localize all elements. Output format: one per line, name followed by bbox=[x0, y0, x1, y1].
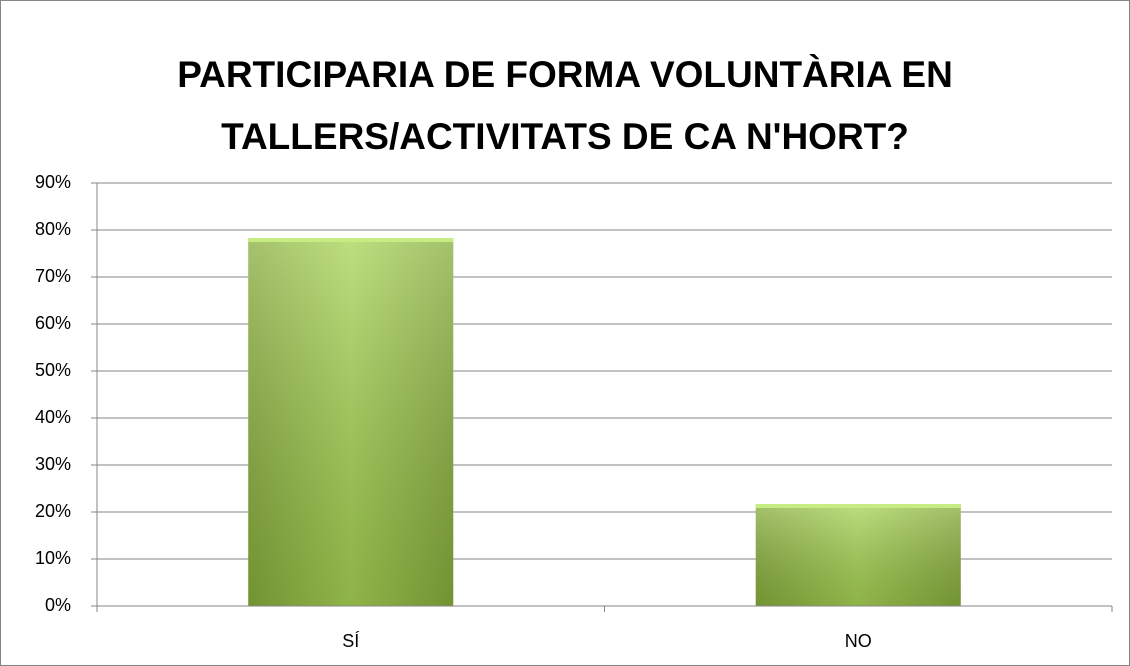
y-tick-label: 60% bbox=[35, 313, 71, 333]
bar-shade bbox=[755, 504, 961, 606]
y-tick-label: 40% bbox=[35, 407, 71, 427]
y-tick-label: 90% bbox=[35, 172, 71, 192]
bar-bevel bbox=[248, 237, 454, 242]
x-tick-label: SÍ bbox=[342, 631, 359, 651]
y-tick-label: 50% bbox=[35, 360, 71, 380]
x-tick-label: NO bbox=[845, 631, 872, 651]
bar-bevel bbox=[755, 504, 961, 509]
y-tick-label: 10% bbox=[35, 548, 71, 568]
bar-shade bbox=[248, 237, 454, 607]
y-tick-label: 30% bbox=[35, 454, 71, 474]
chart-title: PARTICIPARIA DE FORMA VOLUNTÀRIA EN TALL… bbox=[177, 54, 953, 157]
y-tick-label: 80% bbox=[35, 219, 71, 239]
y-tick-label: 20% bbox=[35, 501, 71, 521]
y-tick-label: 70% bbox=[35, 266, 71, 286]
y-tick-label: 0% bbox=[45, 595, 71, 615]
